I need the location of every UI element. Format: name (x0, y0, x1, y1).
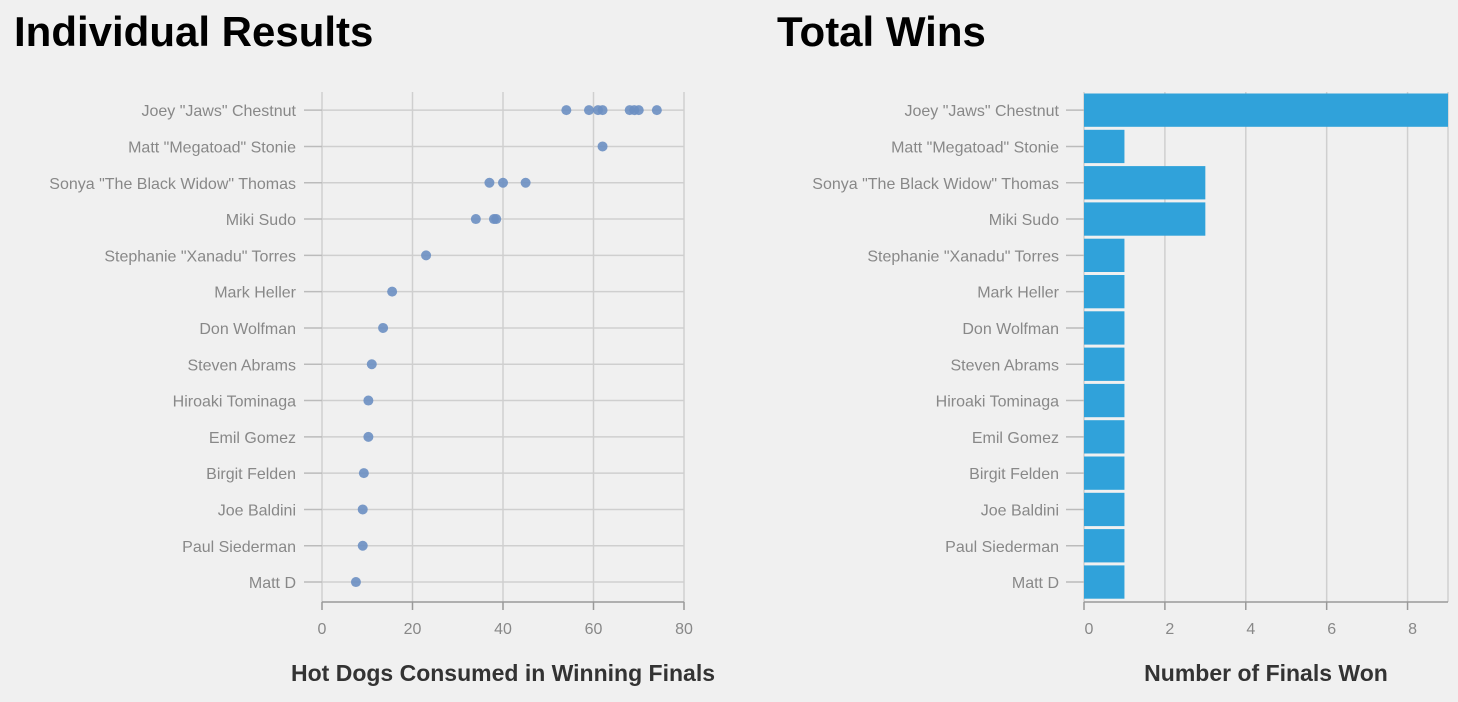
total-wins-category-label: Birgit Felden (969, 466, 1059, 483)
bar-hiroaki-tominaga (1084, 383, 1125, 418)
total-wins-x-tick-label: 4 (1246, 621, 1255, 638)
bar-joe-baldini (1084, 492, 1125, 527)
individual-results-title: Individual Results (14, 8, 374, 55)
individual-results-x-tick-label: 60 (585, 621, 603, 638)
individual-results-x-tick-label: 20 (404, 621, 422, 638)
point-joey-jaws-chestnut (633, 105, 644, 116)
individual-results-category-label: Sonya "The Black Widow" Thomas (49, 176, 296, 193)
total-wins-x-tick-label: 6 (1327, 621, 1336, 638)
total-wins-x-tick-label: 8 (1408, 621, 1417, 638)
individual-results-x-tick-label: 0 (318, 621, 327, 638)
individual-results-category-label: Emil Gomez (209, 430, 296, 447)
total-wins-category-label: Miki Sudo (989, 212, 1059, 229)
bar-joey-jaws-chestnut (1084, 93, 1448, 127)
bar-emil-gomez (1084, 420, 1125, 454)
point-sonya-the-black-widow-thomas (498, 177, 508, 188)
point-steven-abrams (366, 359, 377, 370)
bar-stephanie-xanadu-torres (1084, 238, 1125, 272)
point-joey-jaws-chestnut (651, 105, 662, 116)
total-wins-category-label: Emil Gomez (972, 430, 1059, 447)
bar-miki-sudo (1084, 202, 1206, 236)
individual-results-chart: 0 20 40 60 80 Joey "Jaws" Chestnut Matt "Megat… (49, 92, 693, 638)
individual-results-category-label: Mark Heller (214, 285, 296, 302)
point-emil-gomez (363, 431, 374, 442)
point-sonya-the-black-widow-thomas (484, 177, 495, 188)
bar-birgit-felden (1084, 456, 1125, 490)
total-wins-category-label: Paul Siederman (945, 539, 1059, 556)
total-wins-chart: 0 2 4 6 8 Joey "Jaws" Chestnut Matt "Megatoad"… (812, 92, 1449, 638)
total-wins-category-label: Sonya "The Black Widow" Thomas (812, 176, 1059, 193)
individual-results-x-tick-label: 40 (494, 621, 512, 638)
point-hiroaki-tominaga (363, 395, 374, 406)
point-don-wolfman (378, 322, 389, 333)
individual-results-category-label: Joe Baldini (218, 502, 296, 519)
total-wins-title: Total Wins (777, 8, 986, 55)
total-wins-x-axis-label: Number of Finals Won (1144, 660, 1388, 686)
point-miki-sudo (491, 214, 502, 225)
point-matt-megatoad-stonie (597, 141, 608, 152)
point-joey-jaws-chestnut (597, 105, 608, 116)
individual-results-category-label: Matt D (249, 575, 296, 592)
bar-matt-d (1084, 565, 1125, 599)
point-birgit-felden (358, 468, 369, 479)
individual-results-category-label: Steven Abrams (188, 357, 297, 374)
total-wins-category-label: Hiroaki Tominaga (936, 394, 1059, 411)
total-wins-x-tick-label: 0 (1085, 621, 1094, 638)
bar-mark-heller (1084, 275, 1125, 309)
bar-sonya-the-black-widow-thomas (1084, 166, 1206, 200)
point-matt-d (350, 577, 361, 588)
total-wins-category-label: Joe Baldini (981, 502, 1059, 519)
bar-matt-megatoad-stonie (1084, 129, 1125, 164)
individual-results-category-label: Don Wolfman (199, 321, 296, 338)
total-wins-category-label: Joey "Jaws" Chestnut (904, 103, 1059, 120)
bar-steven-abrams (1084, 347, 1125, 381)
individual-results-x-axis-label: Hot Dogs Consumed in Winning Finals (291, 660, 715, 686)
point-miki-sudo (470, 214, 481, 225)
point-joey-jaws-chestnut (561, 105, 572, 116)
bar-don-wolfman (1084, 311, 1125, 345)
individual-results-category-label: Miki Sudo (226, 212, 296, 229)
point-sonya-the-black-widow-thomas (520, 177, 531, 188)
point-joe-baldini (357, 504, 368, 515)
point-stephanie-xanadu-torres (421, 250, 432, 261)
total-wins-category-label: Steven Abrams (951, 357, 1060, 374)
total-wins-x-tick-label: 2 (1165, 621, 1174, 638)
total-wins-category-label: Don Wolfman (962, 321, 1059, 338)
total-wins-category-label: Stephanie "Xanadu" Torres (867, 248, 1059, 265)
bar-paul-siederman (1084, 529, 1125, 563)
individual-results-category-label: Joey "Jaws" Chestnut (141, 103, 296, 120)
individual-results-category-label: Matt "Megatoad" Stonie (128, 139, 296, 156)
individual-results-category-label: Birgit Felden (206, 466, 296, 483)
individual-results-category-label: Hiroaki Tominaga (173, 394, 296, 411)
total-wins-category-label: Matt D (1012, 575, 1059, 592)
point-paul-siederman (357, 540, 368, 551)
point-mark-heller (387, 286, 398, 297)
total-wins-category-label: Matt "Megatoad" Stonie (891, 139, 1059, 156)
individual-results-x-tick-label: 80 (675, 621, 693, 638)
point-joey-jaws-chestnut (583, 105, 594, 116)
total-wins-category-label: Mark Heller (977, 285, 1059, 302)
individual-results-category-label: Paul Siederman (182, 539, 296, 556)
individual-results-category-label: Stephanie "Xanadu" Torres (104, 248, 296, 265)
